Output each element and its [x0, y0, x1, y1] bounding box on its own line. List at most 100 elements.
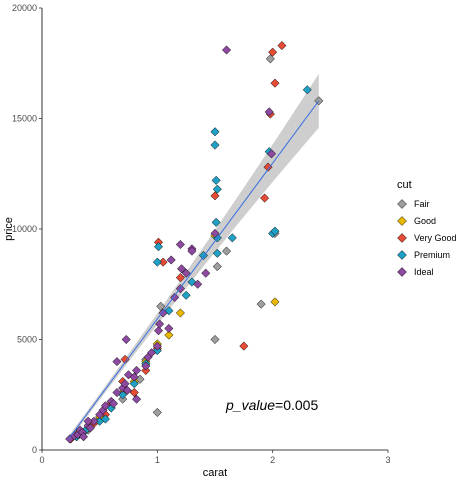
data-point	[212, 184, 222, 194]
data-point	[170, 292, 180, 303]
data-point	[201, 268, 211, 278]
legend-key-ideal	[397, 267, 407, 277]
legend-title: cut	[397, 179, 412, 191]
data-point	[212, 262, 222, 272]
series-very-good	[66, 41, 287, 444]
p-value-italic: p_value	[225, 397, 275, 413]
data-point	[155, 319, 165, 329]
data-point	[270, 297, 280, 307]
data-point	[85, 423, 95, 433]
data-point	[221, 45, 232, 55]
data-point	[256, 299, 266, 309]
data-point	[210, 334, 220, 345]
data-point	[100, 401, 110, 411]
data-point	[164, 306, 174, 316]
data-point	[132, 394, 142, 404]
data-point	[147, 348, 157, 358]
trend-line	[68, 100, 320, 440]
data-point	[129, 372, 139, 382]
data-point	[187, 246, 197, 256]
data-point	[120, 379, 130, 389]
data-point	[266, 149, 277, 159]
data-point	[152, 257, 162, 267]
data-point	[302, 85, 312, 95]
data-point	[123, 370, 134, 380]
data-point	[227, 233, 237, 243]
data-point	[152, 341, 162, 351]
y-axis-title: price	[3, 217, 15, 241]
data-point	[153, 242, 164, 252]
data-point	[112, 387, 122, 398]
data-point	[121, 334, 131, 345]
data-point	[193, 279, 203, 289]
data-point	[175, 308, 185, 318]
y-tick-label: 5000	[17, 335, 37, 345]
data-point	[100, 414, 110, 424]
data-point	[166, 255, 176, 265]
data-point	[264, 107, 274, 117]
data-point	[210, 140, 220, 150]
p-value-annotation: p_value=0.005	[225, 397, 318, 413]
x-axis-title: carat	[203, 467, 227, 479]
series-ideal	[65, 45, 277, 444]
data-point	[175, 239, 185, 250]
legend-key-good	[397, 216, 407, 226]
legend: cut Fair Good Very Good Premium Ideal	[397, 179, 457, 277]
legend-label-premium: Premium	[414, 250, 450, 260]
x-tick-label: 1	[155, 455, 160, 465]
data-point	[132, 365, 142, 375]
data-point	[141, 361, 151, 371]
x-tick-label: 2	[270, 455, 275, 465]
legend-label-fair: Fair	[414, 199, 430, 209]
points-layer	[65, 41, 324, 444]
y-tick-label: 10000	[12, 224, 37, 234]
data-point	[260, 193, 270, 203]
data-point	[277, 41, 287, 51]
y-tick-label: 20000	[12, 3, 37, 13]
confidence-ribbon-layer	[68, 73, 319, 442]
legend-key-fair	[397, 199, 407, 209]
y-tick-label: 0	[32, 445, 37, 455]
data-point	[212, 248, 222, 258]
x-tick-label: 3	[385, 455, 390, 465]
data-point	[78, 432, 89, 442]
data-point	[268, 47, 278, 57]
data-point	[211, 175, 221, 185]
data-point	[129, 379, 139, 389]
axes: 0 5000 10000 15000 20000 0 1 2 3	[12, 3, 391, 465]
trend-layer	[68, 100, 320, 440]
data-point	[153, 326, 164, 336]
data-point	[108, 399, 119, 409]
data-point	[158, 308, 168, 318]
data-point	[176, 264, 187, 274]
y-tick-label: 15000	[12, 114, 37, 124]
data-point	[175, 273, 185, 283]
data-point	[181, 268, 191, 278]
data-point	[239, 341, 249, 351]
data-point	[112, 357, 122, 367]
legend-label-good: Good	[414, 216, 436, 226]
p-value-rest: =0.005	[275, 397, 318, 413]
data-point	[129, 387, 139, 398]
data-point	[221, 246, 232, 256]
data-point	[164, 323, 174, 334]
data-point	[122, 385, 132, 395]
x-tick-label: 0	[39, 455, 44, 465]
data-point	[181, 290, 191, 300]
data-point	[210, 191, 220, 201]
data-point	[270, 226, 280, 236]
legend-label-very-good: Very Good	[414, 233, 457, 243]
confidence-ribbon	[68, 73, 319, 442]
data-point	[83, 416, 93, 426]
legend-label-ideal: Ideal	[414, 267, 434, 277]
legend-key-premium	[397, 250, 407, 260]
data-point	[156, 301, 166, 311]
data-point	[210, 228, 220, 238]
data-point	[265, 54, 275, 64]
legend-key-very-good	[397, 233, 407, 243]
data-point	[152, 407, 162, 417]
data-point	[211, 217, 221, 227]
data-point	[210, 127, 220, 137]
data-point	[270, 78, 280, 88]
